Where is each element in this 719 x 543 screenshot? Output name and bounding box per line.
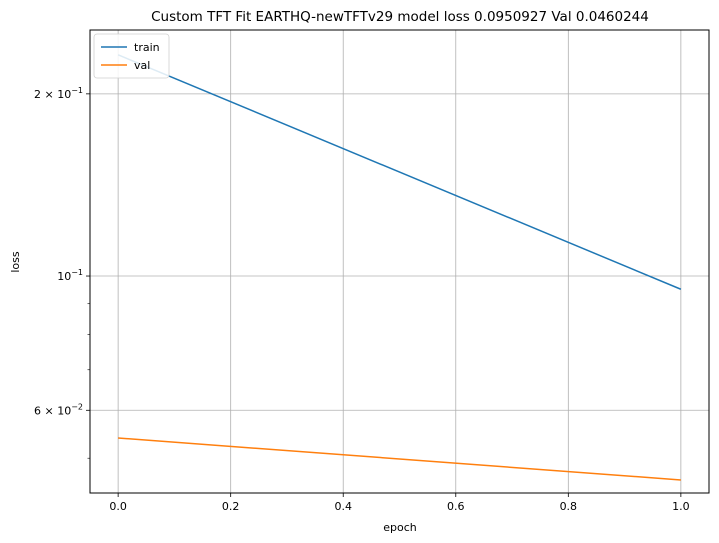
legend-label-train: train [134,41,160,54]
series-line-val [118,437,681,481]
x-tick-label: 0.8 [560,500,578,513]
legend: train val [93,33,170,79]
x-tick-label: 1.0 [672,500,690,513]
y-axis-label: loss [9,251,22,273]
y-axis-ticks: 6 × 10−2 10−1 2 × 10−1 [34,86,90,459]
x-axis-ticks: 0.0 0.2 0.4 0.6 0.8 1.0 [109,493,690,513]
legend-box [93,33,170,79]
x-tick-label: 0.0 [109,500,127,513]
y-tick-label: 10−1 [57,268,83,283]
series-line-train [117,54,682,290]
x-tick-label: 0.2 [222,500,240,513]
x-tick-label: 0.4 [334,500,352,513]
series-lines [117,54,682,481]
legend-label-val: val [134,59,150,72]
x-axis-label: epoch [383,521,417,534]
chart-title: Custom TFT Fit EARTHQ-newTFTv29 model lo… [151,9,649,25]
grid-lines [90,30,709,493]
x-tick-label: 0.6 [447,500,465,513]
y-tick-label: 6 × 10−2 [34,402,83,417]
plot-frame [89,29,710,494]
y-tick-label: 2 × 10−1 [34,86,83,101]
